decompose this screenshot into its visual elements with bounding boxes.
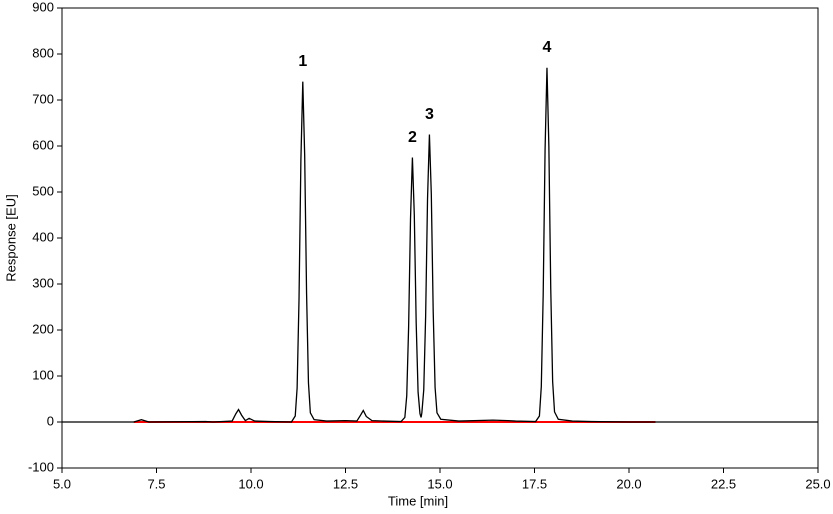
trace: [62, 67, 818, 423]
y-tick-label: 100: [32, 367, 54, 382]
y-tick-label: 800: [32, 45, 54, 60]
peak-label: 2: [408, 129, 417, 146]
x-tick-label: 20.0: [616, 476, 641, 491]
x-axis-title: Time [min]: [388, 493, 448, 508]
y-tick-label: 400: [32, 229, 54, 244]
plot-frame: [61, 7, 819, 469]
x-tick-label: 15.0: [427, 476, 452, 491]
x-tick-label: 7.5: [147, 476, 165, 491]
x-tick-label: 17.5: [522, 476, 547, 491]
y-tick-label: 700: [32, 91, 54, 106]
y-tick-label: 900: [32, 0, 54, 14]
y-tick-label: 0: [47, 413, 54, 428]
y-tick-label: 500: [32, 183, 54, 198]
x-tick-label: 12.5: [333, 476, 358, 491]
x-tick-label: 25.0: [805, 476, 830, 491]
y-tick-label: 600: [32, 137, 54, 152]
y-tick-label: -100: [28, 459, 54, 474]
peak-label: 4: [543, 39, 552, 56]
y-tick-label: 200: [32, 321, 54, 336]
x-tick-label: 10.0: [238, 476, 263, 491]
y-axis-title: Response [EU]: [3, 194, 18, 281]
peak-label: 3: [425, 106, 434, 123]
x-tick-label: 5.0: [53, 476, 71, 491]
x-tick-label: 22.5: [711, 476, 736, 491]
peak-label: 1: [298, 53, 307, 70]
y-tick-label: 300: [32, 275, 54, 290]
